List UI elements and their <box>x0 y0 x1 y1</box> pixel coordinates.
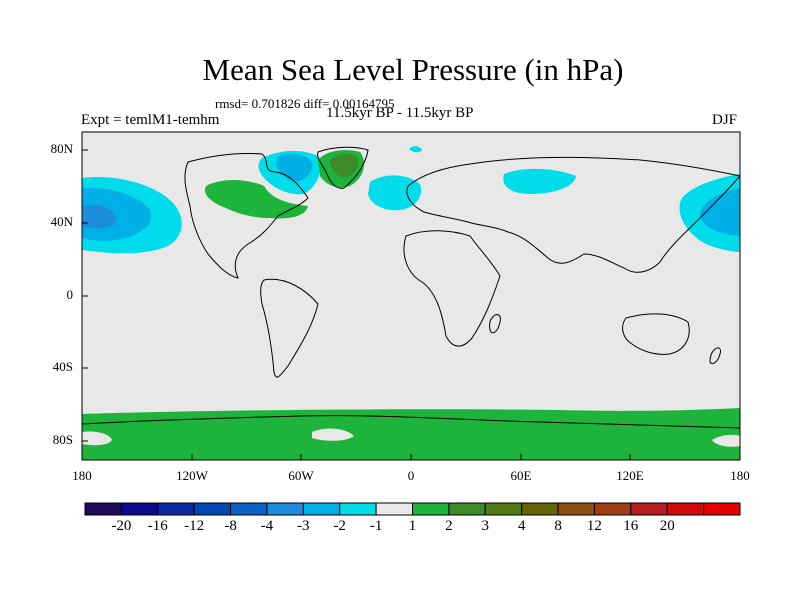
region-greenland-core <box>330 153 359 178</box>
region-southern-ocean <box>82 408 740 460</box>
lon-label-120e: 120E <box>616 468 644 483</box>
colorbar-box <box>193 502 232 516</box>
colorbar-box <box>375 502 413 516</box>
colorbar-label: -1 <box>369 518 383 534</box>
colorbar-label: -2 <box>333 518 346 534</box>
colorbar-label: -4 <box>260 518 274 534</box>
lon-label-60w: 60W <box>288 468 314 483</box>
coast-greenland <box>317 146 369 189</box>
coast-north-america <box>184 153 309 279</box>
region-antarctic-hole-2 <box>312 428 354 441</box>
map-panel <box>82 132 740 460</box>
map-ticks <box>81 149 741 460</box>
colorbar-label: 3 <box>481 518 490 534</box>
colorbar-label: 12 <box>586 518 602 534</box>
colorbar-box <box>630 502 668 516</box>
lat-label-40n: 40N <box>50 214 73 229</box>
colorbar-box <box>448 502 486 516</box>
colorbar <box>84 502 741 516</box>
coast-antarctica <box>82 415 740 429</box>
lon-label-120w: 120W <box>176 468 208 483</box>
region-barents <box>503 168 576 194</box>
colorbar-box <box>557 502 595 516</box>
colorbar-box <box>593 502 632 516</box>
period-label: 11.5kyr BP - 11.5kyr BP <box>326 105 474 121</box>
colorbar-box <box>484 502 523 516</box>
region-natlantic <box>368 175 422 211</box>
stats-text: rmsd= 0.701826 diff= 0.00164795 <box>215 96 395 111</box>
lon-label-60e: 60E <box>510 468 532 483</box>
coastlines <box>82 146 740 429</box>
coast-australia <box>622 313 690 355</box>
lat-label-80s: 80S <box>52 432 73 447</box>
colorbar-label: -20 <box>111 518 132 534</box>
colorbar-label: 20 <box>659 518 675 534</box>
coast-madagascar <box>489 314 501 334</box>
map-title: Mean Sea Level Pressure (in hPa) <box>202 52 624 87</box>
colorbar-box <box>84 502 122 516</box>
season-label: DJF <box>712 112 738 128</box>
coast-newzealand <box>709 347 721 365</box>
colorbar-label: 2 <box>445 518 453 534</box>
colorbar-box <box>521 502 559 516</box>
coast-eurasia <box>406 156 740 273</box>
colorbar-label: -12 <box>184 518 205 534</box>
colorbar-label: 8 <box>554 518 562 534</box>
colorbar-label: 1 <box>408 518 417 534</box>
coast-south-america <box>260 278 319 378</box>
region-npac-west-inner <box>82 204 117 229</box>
region-arctic-small <box>410 146 422 153</box>
colorbar-label: -8 <box>224 518 237 534</box>
colorbar-box <box>339 502 377 516</box>
experiment-label: Expt = temlM1-temhm <box>81 112 220 128</box>
lon-label-180w: 180 <box>72 468 92 483</box>
region-namerica <box>204 180 308 219</box>
lat-label-0: 0 <box>66 287 74 302</box>
lat-label-80n: 80N <box>50 141 73 156</box>
region-antarctic-hole-3 <box>712 434 740 447</box>
colorbar-box <box>703 502 741 516</box>
lon-label-0: 0 <box>407 468 415 483</box>
colorbar-label: -16 <box>147 518 168 534</box>
colorbar-label: -3 <box>297 518 310 534</box>
colorbar-label: 4 <box>517 518 526 534</box>
colorbar-box <box>230 502 268 516</box>
lon-label-180e: 180 <box>730 468 750 483</box>
colorbar-box <box>412 502 450 516</box>
colorbar-box <box>302 502 341 516</box>
region-antarctic-hole-1 <box>82 431 112 446</box>
colorbar-box <box>666 502 705 516</box>
coast-africa <box>403 230 501 347</box>
lat-label-40s: 40S <box>52 359 73 374</box>
colorbar-label: 16 <box>623 518 639 534</box>
colorbar-box <box>157 502 195 516</box>
colorbar-box <box>266 502 304 516</box>
colorbar-box <box>120 502 159 516</box>
region-npac-east-core <box>700 188 740 236</box>
